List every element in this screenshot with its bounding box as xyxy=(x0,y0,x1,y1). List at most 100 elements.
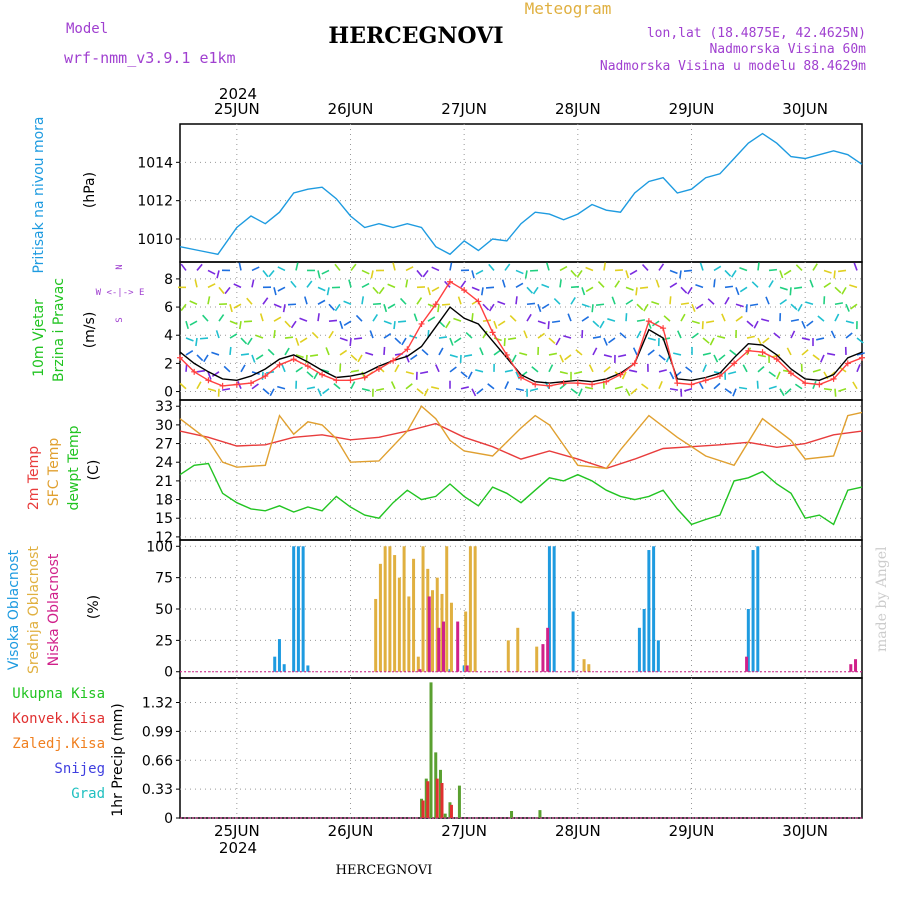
wind-arrow xyxy=(684,387,693,392)
wind-arrow xyxy=(353,337,363,340)
wind-arrow xyxy=(779,299,788,305)
wind-arrow xyxy=(739,266,748,272)
wind-arrow xyxy=(730,270,737,278)
wind-arrow xyxy=(449,337,454,346)
wind-arrow xyxy=(820,354,825,363)
gust-marker xyxy=(404,346,411,353)
wind-arrow xyxy=(817,315,825,322)
pressure-unit: (hPa) xyxy=(82,172,98,208)
precip-legend-conv: Konvek.Kisa xyxy=(12,711,105,727)
year-top: 2024 xyxy=(219,85,257,103)
wind-arrow xyxy=(532,286,539,295)
gust-marker xyxy=(660,325,667,332)
wind-arrow xyxy=(325,347,330,356)
wind-arrow xyxy=(841,286,847,295)
wind-arrow xyxy=(349,337,352,347)
wind-arrow xyxy=(229,304,233,313)
meteogram-label: Meteogram xyxy=(525,0,612,18)
wind-arrow xyxy=(365,351,374,356)
wind-arrow xyxy=(526,313,532,322)
wind-arrow xyxy=(339,349,348,356)
gust-marker xyxy=(603,378,610,385)
wind-arrow xyxy=(328,303,335,311)
y-tick-label: 12 xyxy=(155,530,173,546)
wind-arrow xyxy=(834,388,837,397)
wind-arrow xyxy=(806,320,814,327)
wind-arrow xyxy=(509,315,517,322)
wind-arrow xyxy=(801,320,806,329)
bar-mark xyxy=(756,546,760,672)
wind-arrow xyxy=(405,266,414,272)
wind-arrow xyxy=(669,282,678,289)
x-tick-label-top: 29JUN xyxy=(669,100,715,118)
wind-arrow xyxy=(608,337,616,344)
wind-arrow xyxy=(438,336,448,339)
wind-arrow xyxy=(504,263,511,271)
wind-arrow xyxy=(207,296,211,305)
wind-arrow xyxy=(592,347,598,356)
x-tick-label-bottom: 27JUN xyxy=(441,822,487,840)
wind-arrow xyxy=(196,381,202,390)
wind-arrow xyxy=(845,332,853,339)
wind-arrow xyxy=(457,296,462,305)
wind-arrow xyxy=(273,303,282,309)
wind-arrow xyxy=(445,320,451,329)
bar-mark xyxy=(465,665,469,672)
model-name: wrf-nmm_v3.9.1 e1km xyxy=(64,49,236,67)
wind-arrow xyxy=(273,330,276,339)
wind-arrow xyxy=(531,366,539,373)
wind-arrow xyxy=(511,354,517,363)
model-elevation-text: Nadmorska Visina u modelu 88.4629m xyxy=(600,59,866,74)
wind-arrow xyxy=(745,304,748,313)
wind-arrow xyxy=(548,364,554,373)
wind-arrow xyxy=(658,369,667,373)
wind-arrow xyxy=(238,321,242,330)
y-tick-label: 0.33 xyxy=(142,782,173,798)
wind-arrow xyxy=(823,387,833,391)
wind-arrow xyxy=(322,388,330,395)
wind-arrow xyxy=(856,352,865,356)
wind-arrow xyxy=(409,334,418,339)
wind-arrow xyxy=(729,349,737,356)
wind-arrow xyxy=(423,388,429,397)
gust-marker xyxy=(702,377,709,384)
series-line xyxy=(179,422,863,470)
wind-arrow xyxy=(691,303,696,313)
wind-arrow xyxy=(614,280,621,288)
wind-arrow xyxy=(488,303,495,312)
wind-arrow xyxy=(211,351,220,356)
wind-arrow xyxy=(262,388,270,395)
bar-mark xyxy=(637,627,641,672)
panel-frame xyxy=(179,677,863,819)
wind-arrow xyxy=(757,354,766,358)
y-tick-label: 2 xyxy=(164,356,173,372)
wind-arrow xyxy=(233,303,242,309)
wind-arrow xyxy=(449,366,457,373)
x-tick-label-top: 25JUN xyxy=(214,100,260,118)
wind-arrow xyxy=(334,303,341,312)
wind-arrow xyxy=(427,287,431,296)
series-line xyxy=(179,405,863,470)
wind-arrow xyxy=(361,282,370,289)
wind-arrow xyxy=(267,348,275,356)
wind-arrow xyxy=(790,303,798,311)
precip-legend-total: Ukupna Kisa xyxy=(12,686,105,702)
wind-arrow xyxy=(779,286,788,291)
gust-marker xyxy=(361,374,368,381)
gust-marker xyxy=(532,381,539,388)
wind-arrow xyxy=(416,388,424,395)
wind-arrow xyxy=(768,280,774,288)
wind-arrow xyxy=(691,332,699,339)
wind-arrow xyxy=(479,347,484,356)
wind-arrow xyxy=(515,269,524,275)
wind-arrow xyxy=(713,279,716,288)
y-tick-label: 0.99 xyxy=(142,724,173,740)
wind-arrow xyxy=(838,387,847,392)
bar-mark xyxy=(374,598,378,672)
gust-marker xyxy=(375,366,382,373)
wind-arrow xyxy=(471,313,474,322)
wind-arrow xyxy=(488,263,495,271)
y-tick-label: 1.32 xyxy=(142,696,173,712)
gust-marker xyxy=(731,360,738,367)
wind-arrow xyxy=(765,296,770,305)
